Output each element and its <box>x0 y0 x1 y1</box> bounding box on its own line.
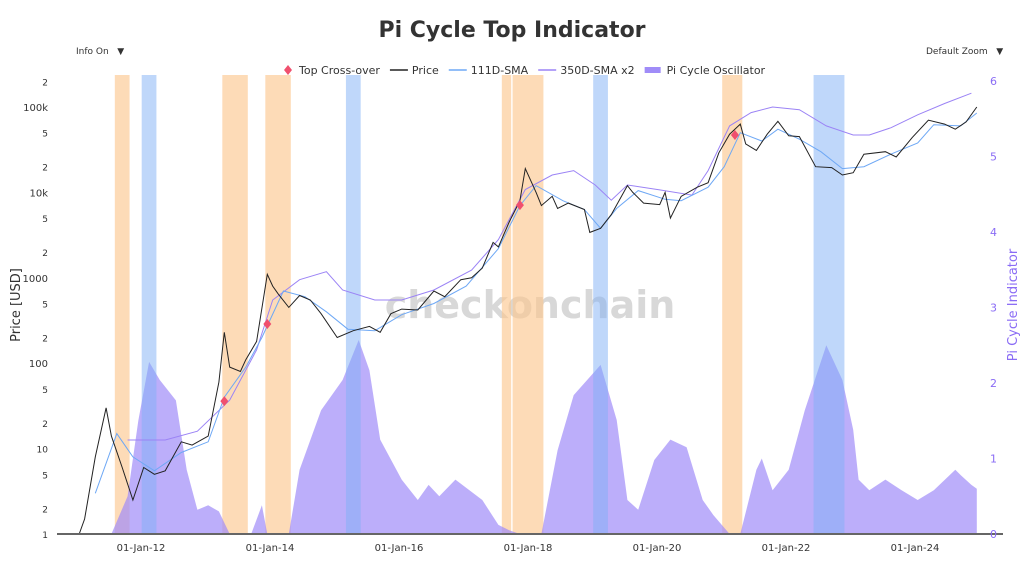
top-band <box>722 75 743 534</box>
info-label: Info On <box>76 47 109 57</box>
y-tick-label: 10k <box>29 188 48 199</box>
legend-item[interactable]: Top Cross-over <box>284 64 380 77</box>
y2-tick-label: 3 <box>990 302 997 315</box>
y2-tick-label: 1 <box>990 453 997 466</box>
y2-tick-label: 0 <box>990 528 997 541</box>
y-tick-label: 1000 <box>23 274 48 285</box>
y-tick-label: 5 <box>42 130 48 140</box>
y2-tick-label: 5 <box>990 151 997 164</box>
diamond-icon <box>284 65 292 75</box>
bottom-band <box>141 75 157 534</box>
sma111-line <box>94 112 978 494</box>
chevron-down-icon: ▼ <box>996 47 1004 57</box>
y2-tick-label: 6 <box>990 75 997 88</box>
legend-label: 111D-SMA <box>471 64 529 77</box>
y-tick-label: 10 <box>37 446 49 456</box>
y-tick-label: 2 <box>42 249 48 259</box>
y-tick-label: 2 <box>42 78 48 88</box>
legend-label: Price <box>412 64 439 77</box>
crossover-marker <box>515 200 524 211</box>
y-tick-label: 5 <box>42 386 48 396</box>
y-tick-label: 5 <box>42 301 48 311</box>
info-dropdown[interactable]: Info On ▼ <box>70 44 130 60</box>
sma350x2-line <box>127 92 972 441</box>
zoom-dropdown[interactable]: Default Zoom ▼ <box>920 44 1009 60</box>
y-tick-label: 2 <box>42 164 48 174</box>
legend-label: 350D-SMA x2 <box>560 64 634 77</box>
x-tick-label: 01-Jan-24 <box>891 543 940 554</box>
legend-swatch <box>644 67 661 73</box>
legend-item[interactable]: Pi Cycle Oscillator <box>644 64 766 77</box>
y-axis-title: Price [USD] <box>9 268 24 342</box>
zoom-label: Default Zoom <box>926 47 988 57</box>
crossover-marker <box>220 396 229 407</box>
y2-tick-label: 4 <box>990 226 997 239</box>
x-tick-label: 01-Jan-20 <box>633 543 682 554</box>
x-tick-label: 01-Jan-18 <box>504 543 553 554</box>
price-line <box>63 106 978 534</box>
top-band <box>512 75 544 534</box>
legend-item[interactable]: Price <box>389 64 439 77</box>
x-tick-label: 01-Jan-12 <box>117 543 166 554</box>
chart-title: Pi Cycle Top Indicator <box>378 18 646 43</box>
x-tick-label: 01-Jan-16 <box>375 543 424 554</box>
top-band <box>501 75 512 534</box>
y-tick-label: 5 <box>42 215 48 225</box>
y-tick-label: 2 <box>42 420 48 430</box>
legend[interactable]: Top Cross-over Price 111D-SMA 350D-SMA x2 Pi… <box>284 64 766 77</box>
bottom-band <box>345 75 361 534</box>
y-tick-label: 100 <box>29 359 48 370</box>
legend-item[interactable]: 111D-SMA <box>448 64 529 77</box>
legend-item[interactable]: 350D-SMA x2 <box>538 64 635 77</box>
y-tick-label: 100k <box>23 103 48 114</box>
y2-tick-label: 2 <box>990 377 997 390</box>
crossover-marker <box>263 318 272 329</box>
y-tick-label: 2 <box>42 505 48 515</box>
x-tick-label: 01-Jan-14 <box>246 543 295 554</box>
crossover-marker <box>730 130 739 141</box>
bottom-band <box>593 75 608 534</box>
x-tick-label: 01-Jan-22 <box>762 543 811 554</box>
top-band <box>114 75 130 534</box>
bottom-band <box>813 75 845 534</box>
y-tick-label: 2 <box>42 334 48 344</box>
chevron-down-icon: ▼ <box>117 47 125 57</box>
top-band <box>222 75 248 534</box>
legend-label: Top Cross-over <box>298 64 380 77</box>
legend-label: Pi Cycle Oscillator <box>667 64 766 77</box>
y2-axis-title: Pi Cycle Indicator <box>1006 248 1021 361</box>
oscillator-area <box>111 340 977 534</box>
y-tick-label: 5 <box>42 471 48 481</box>
y-tick-label: 1 <box>42 531 48 541</box>
